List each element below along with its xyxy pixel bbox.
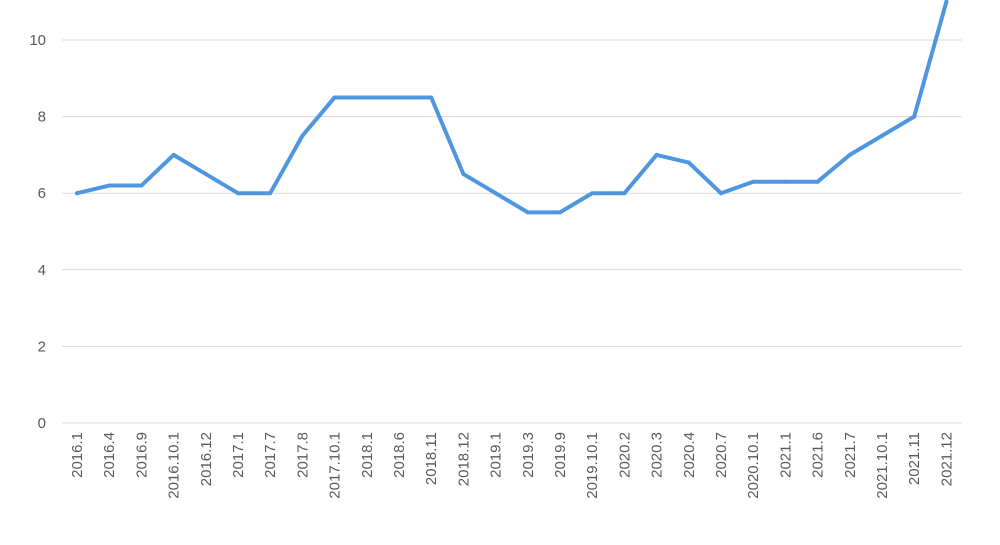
data-point — [783, 179, 788, 184]
data-point — [654, 152, 659, 157]
y-tick-label: 0 — [38, 415, 46, 432]
x-tick-label: 2018.1 — [359, 432, 376, 478]
x-tick-label: 2020.2 — [616, 432, 633, 478]
data-point — [815, 179, 820, 184]
x-tick-label: 2019.3 — [520, 432, 537, 478]
y-tick-label: 2 — [38, 338, 46, 355]
x-tick-label: 2016.9 — [133, 432, 150, 478]
x-tick-label: 2021.7 — [842, 432, 859, 478]
x-tick-label: 2017.8 — [294, 432, 311, 478]
x-tick-label: 2020.3 — [649, 432, 666, 478]
data-point — [590, 191, 595, 196]
data-point — [686, 160, 691, 165]
data-point — [847, 152, 852, 157]
x-tick-label: 2019.9 — [552, 432, 569, 478]
data-point — [558, 210, 562, 215]
x-tick-label: 2021.12 — [938, 432, 955, 486]
x-tick-label: 2020.4 — [681, 432, 698, 478]
data-point — [203, 172, 208, 177]
data-point — [171, 152, 176, 157]
data-point — [751, 179, 756, 184]
data-point — [75, 191, 79, 196]
x-tick-label: 2017.7 — [262, 432, 279, 478]
x-tick-label: 2017.10.1 — [327, 432, 344, 499]
x-tick-label: 2016.1 — [69, 432, 86, 478]
x-tick-label: 2019.1 — [488, 432, 505, 478]
data-point — [719, 191, 723, 196]
x-tick-label: 2020.10.1 — [745, 432, 762, 499]
data-point — [364, 95, 369, 100]
y-tick-label: 4 — [38, 262, 46, 279]
y-tick-label: 8 — [38, 109, 46, 126]
x-tick-label: 2016.12 — [198, 432, 215, 486]
data-point — [429, 95, 434, 100]
y-tick-label: 10 — [29, 32, 46, 49]
x-tick-label: 2017.1 — [230, 432, 247, 478]
data-point — [880, 133, 884, 138]
data-point — [332, 95, 337, 100]
y-tick-label: 6 — [38, 185, 46, 202]
x-tick-label: 2021.10.1 — [874, 432, 891, 499]
data-point — [912, 114, 917, 119]
data-point — [944, 0, 949, 4]
y-axis-ticks: 0 2 4 6 8 10 — [29, 32, 46, 432]
x-tick-label: 2020.7 — [713, 432, 730, 478]
data-point — [525, 210, 530, 215]
x-tick-label: 2019.10.1 — [584, 432, 601, 499]
data-point — [622, 191, 627, 196]
x-tick-label: 2021.1 — [777, 432, 794, 478]
data-point — [236, 191, 240, 196]
data-point — [300, 133, 305, 138]
data-point — [461, 172, 466, 177]
data-point — [268, 191, 273, 196]
x-tick-label: 2018.12 — [455, 432, 472, 486]
series-line-0 — [75, 0, 949, 215]
x-tick-label: 2021.11 — [906, 432, 923, 485]
x-tick-label: 2018.6 — [391, 432, 408, 478]
data-point — [139, 183, 144, 188]
x-tick-label: 2021.6 — [810, 432, 827, 478]
x-tick-label: 2018.11 — [423, 432, 440, 485]
data-point — [493, 191, 498, 196]
gridlines — [62, 39, 962, 424]
data-point — [107, 183, 112, 188]
x-tick-label: 2016.10.1 — [166, 432, 183, 499]
x-tick-label: 2016.4 — [101, 432, 118, 478]
x-axis-ticks: 2016.1 2016.4 2016.9 2016.10.1 2016.12 2017.1… — [69, 432, 955, 499]
data-point — [397, 95, 401, 100]
series-layer — [75, 0, 949, 215]
